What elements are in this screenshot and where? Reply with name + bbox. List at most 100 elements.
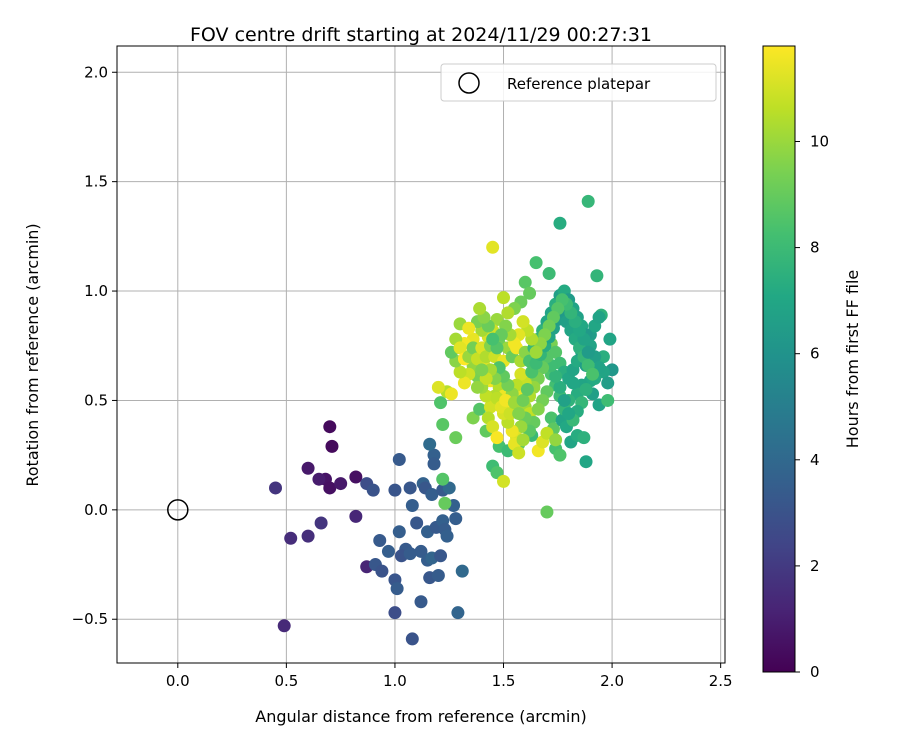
data-point: [431, 568, 445, 582]
data-point: [518, 275, 532, 289]
data-point: [579, 455, 593, 469]
data-point: [449, 431, 463, 445]
data-point: [529, 345, 543, 359]
colorbar-tick-label: 6: [810, 345, 820, 363]
data-point: [373, 533, 387, 547]
data-point: [438, 496, 452, 510]
data-point: [557, 393, 571, 407]
y-axis-label: Rotation from reference (arcmin): [23, 223, 42, 486]
x-tick-label: 1.0: [383, 672, 407, 690]
y-tick-label: 0.0: [84, 501, 108, 519]
colorbar-tick-label: 10: [810, 132, 829, 150]
data-point: [553, 216, 567, 230]
colorbar-tick-label: 0: [810, 663, 820, 681]
data-point: [562, 407, 576, 421]
data-point: [325, 439, 339, 453]
data-point: [301, 529, 315, 543]
x-axis: 0.0 0.5 1.0 1.5 2.0 2.5: [166, 663, 733, 690]
data-point: [323, 420, 337, 434]
x-tick-label: 0.0: [166, 672, 190, 690]
legend-marker-icon: [458, 72, 480, 94]
data-point: [514, 367, 528, 381]
data-point: [284, 531, 298, 545]
data-point: [553, 448, 567, 462]
reference-platepar-marker: [167, 499, 189, 521]
data-point: [301, 461, 315, 475]
data-point: [581, 194, 595, 208]
data-point: [392, 525, 406, 539]
data-point: [434, 549, 448, 563]
x-axis-label: Angular distance from reference (arcmin): [255, 707, 586, 726]
data-point: [512, 446, 526, 460]
data-point: [403, 547, 417, 561]
data-point: [269, 481, 283, 495]
x-tick-label: 2.0: [600, 672, 624, 690]
data-point: [523, 286, 537, 300]
grid: [117, 46, 725, 663]
chart-title: FOV centre drift starting at 2024/11/29 …: [190, 24, 652, 46]
data-point: [581, 345, 595, 359]
data-point: [566, 376, 580, 390]
data-point: [334, 477, 348, 491]
data-point: [314, 516, 328, 530]
data-point: [586, 367, 600, 381]
data-point: [531, 402, 545, 416]
data-point: [349, 470, 363, 484]
data-point: [436, 472, 450, 486]
data-point: [516, 393, 530, 407]
data-point: [390, 582, 404, 596]
data-point: [405, 632, 419, 646]
y-tick-label: 2.0: [84, 63, 108, 81]
data-point: [490, 431, 504, 445]
data-point: [375, 564, 389, 578]
data-point: [516, 433, 530, 447]
data-point: [381, 544, 395, 558]
legend-entry-reference-platepar: Reference platepar: [507, 75, 651, 93]
data-point: [462, 321, 476, 335]
y-axis: −0.5 0.0 0.5 1.0 1.5 2.0: [72, 63, 117, 628]
data-point: [549, 433, 563, 447]
colorbar-label: Hours from first FF file: [843, 270, 862, 449]
data-point: [323, 481, 337, 495]
colorbar-tick-label: 2: [810, 557, 820, 575]
data-point: [544, 411, 558, 425]
data-point: [431, 380, 445, 394]
data-point: [312, 472, 326, 486]
data-point: [577, 431, 591, 445]
data-point: [497, 474, 511, 488]
data-point: [520, 383, 534, 397]
legend: Reference platepar: [440, 63, 717, 102]
data-point: [516, 315, 530, 329]
data-point: [366, 483, 380, 497]
data-point: [512, 407, 526, 421]
data-point: [457, 376, 471, 390]
data-point: [414, 595, 428, 609]
y-tick-label: 1.5: [84, 173, 108, 191]
data-point: [388, 606, 402, 620]
data-point: [427, 457, 441, 471]
data-point: [553, 380, 567, 394]
data-point: [440, 529, 454, 543]
colorbar-tick-label: 8: [810, 239, 820, 257]
data-point: [542, 267, 556, 281]
data-point: [392, 453, 406, 467]
x-tick-label: 1.5: [492, 672, 516, 690]
data-point: [436, 418, 450, 432]
data-point: [475, 363, 489, 377]
data-point: [549, 369, 563, 383]
data-point: [473, 402, 487, 416]
plot-frame: [116, 45, 726, 664]
colorbar-gradient: [762, 45, 796, 673]
data-point: [592, 310, 606, 324]
y-tick-label: 1.0: [84, 282, 108, 300]
data-point: [410, 516, 424, 530]
data-point: [601, 376, 615, 390]
data-point: [405, 498, 419, 512]
data-point: [486, 420, 500, 434]
data-point: [455, 564, 469, 578]
data-point: [497, 291, 511, 305]
legend-box: [440, 63, 717, 102]
data-point: [473, 302, 487, 316]
colorbar-tick-label: 4: [810, 451, 820, 469]
